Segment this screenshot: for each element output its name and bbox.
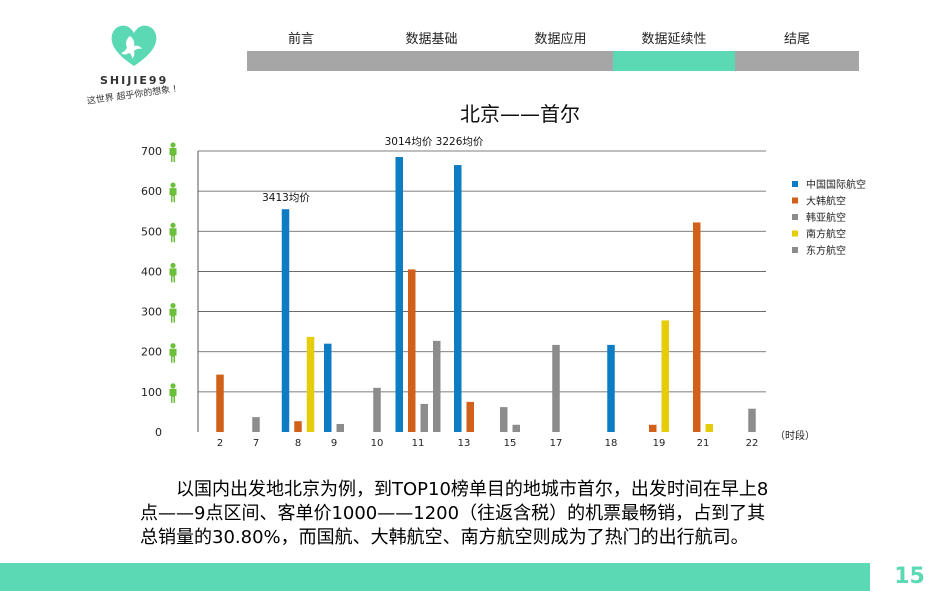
x-tick-label: 10 — [371, 438, 384, 449]
page-number: 15 — [894, 564, 925, 589]
tab-preface[interactable]: 前言 — [247, 24, 355, 72]
tab-label: 数据基础 — [405, 32, 458, 47]
bar-2 — [294, 421, 302, 432]
person-icon — [170, 182, 176, 188]
x-tick-label: 2 — [217, 438, 223, 449]
y-tick-label: 400 — [141, 265, 162, 278]
bar-2 — [649, 424, 657, 432]
person-icon-body — [169, 228, 177, 243]
bar-annotation: 3014均价 3226均价 — [385, 136, 484, 148]
tab-label: 数据延续性 — [641, 32, 707, 47]
legend-label: 南方航空 — [806, 228, 846, 241]
person-icon — [170, 302, 176, 309]
tab-label: 数据应用 — [534, 32, 587, 47]
tab-label: 前言 — [287, 32, 314, 47]
brand-name: SHIJIE99 — [100, 74, 169, 87]
bar-1 — [395, 157, 403, 432]
bar-3 — [252, 417, 260, 432]
x-tick-label: 17 — [550, 438, 563, 449]
tab-bar — [735, 51, 859, 71]
legend-swatch — [792, 247, 798, 253]
legend-swatch — [792, 214, 798, 220]
bar-3 — [336, 423, 344, 432]
bar-5 — [512, 424, 520, 432]
x-tick-label: 18 — [605, 438, 618, 449]
y-tick-label: 100 — [141, 386, 162, 399]
bar-3 — [373, 387, 381, 432]
bar-4 — [661, 320, 669, 432]
tab-bar — [508, 51, 613, 71]
x-tick-label: 9 — [331, 438, 337, 449]
bar-2 — [408, 269, 416, 432]
logo-heart-icon — [111, 25, 157, 66]
tab-label: 结尾 — [783, 32, 810, 47]
x-tick-label: 11 — [412, 438, 425, 449]
tab-conclusion[interactable]: 结尾 — [735, 24, 859, 72]
person-icon — [170, 383, 176, 389]
tab-data-basis[interactable]: 数据基础 — [355, 24, 508, 72]
legend-label: 韩亚航空 — [806, 211, 846, 224]
caption-line: 总销量的30.80%，而国航、大韩航空、南方航空则成为了热门的出行航司。 — [140, 527, 749, 548]
footer-bar — [0, 563, 870, 591]
person-icon-body — [169, 308, 177, 323]
x-tick-label: 13 — [458, 438, 471, 449]
legend-label: 中国国际航空 — [806, 178, 866, 191]
person-icon — [170, 262, 176, 269]
bar-1 — [281, 209, 290, 432]
person-icon-body — [169, 348, 177, 363]
legend-swatch — [792, 181, 798, 187]
bar-annotation: 3413均价 — [262, 192, 310, 204]
caption-line: 点——9点区间、客单价1000——1200（往返含税）的机票最畅销，占到了其 — [140, 503, 766, 524]
y-tick-label: 200 — [141, 346, 162, 359]
legend-label: 东方航空 — [806, 244, 846, 257]
tab-bar — [247, 51, 355, 71]
x-tick-label: 22 — [746, 438, 759, 449]
tab-bar — [355, 51, 508, 71]
person-icon — [170, 222, 176, 228]
section-nav: 前言 数据基础 数据应用 数据延续性 结尾 — [247, 24, 859, 72]
bar-3 — [500, 407, 508, 432]
bar-1 — [324, 343, 332, 432]
bar-3 — [552, 344, 560, 432]
tab-data-continuity[interactable]: 数据延续性 — [613, 24, 735, 72]
y-tick-label: 300 — [141, 306, 162, 319]
chart-caption: 以国内出发地北京为例，到TOP10榜单目的地城市首尔，出发时间在早上8 点——9… — [140, 478, 860, 550]
bar-4 — [705, 423, 713, 432]
bar-5 — [433, 340, 441, 432]
x-tick-label: 21 — [697, 438, 710, 449]
bar-2 — [466, 401, 474, 432]
legend-swatch — [792, 197, 798, 204]
y-tick-label: 500 — [141, 225, 162, 238]
legend-label: 大韩航空 — [806, 195, 846, 208]
person-icon — [170, 142, 176, 148]
x-tick-label: 7 — [253, 438, 259, 449]
bar-2 — [693, 222, 701, 432]
person-icon-body — [169, 148, 177, 162]
y-tick-label: 600 — [141, 185, 162, 198]
bar-1 — [607, 344, 615, 432]
y-tick-label: 0 — [155, 426, 162, 439]
person-icon — [170, 343, 176, 349]
bar-2 — [216, 374, 224, 432]
tab-data-application[interactable]: 数据应用 — [508, 24, 613, 72]
person-icon-body — [169, 188, 177, 203]
bar-1 — [454, 165, 462, 433]
bar-4 — [306, 336, 315, 432]
chart-title: 北京——首尔 — [460, 102, 580, 126]
person-icon-body — [169, 268, 177, 283]
x-tick-label: 19 — [653, 438, 666, 449]
x-axis-label: （时段） — [775, 429, 815, 442]
x-tick-label: 8 — [295, 438, 301, 449]
caption-line: 以国内出发地北京为例，到TOP10榜单目的地城市首尔，出发时间在早上8 — [176, 479, 769, 500]
bar-3 — [420, 403, 428, 432]
x-tick-label: 15 — [504, 438, 517, 449]
bar-chart: 0 100 200 300 400 500 600 700 2 7 8 9 10 11 13 15 17 18 19… — [141, 136, 866, 449]
y-tick-label: 700 — [141, 145, 162, 158]
person-icon-body — [169, 388, 177, 403]
tab-bar — [613, 51, 735, 71]
legend-swatch — [792, 230, 798, 237]
bar-3 — [748, 408, 756, 432]
